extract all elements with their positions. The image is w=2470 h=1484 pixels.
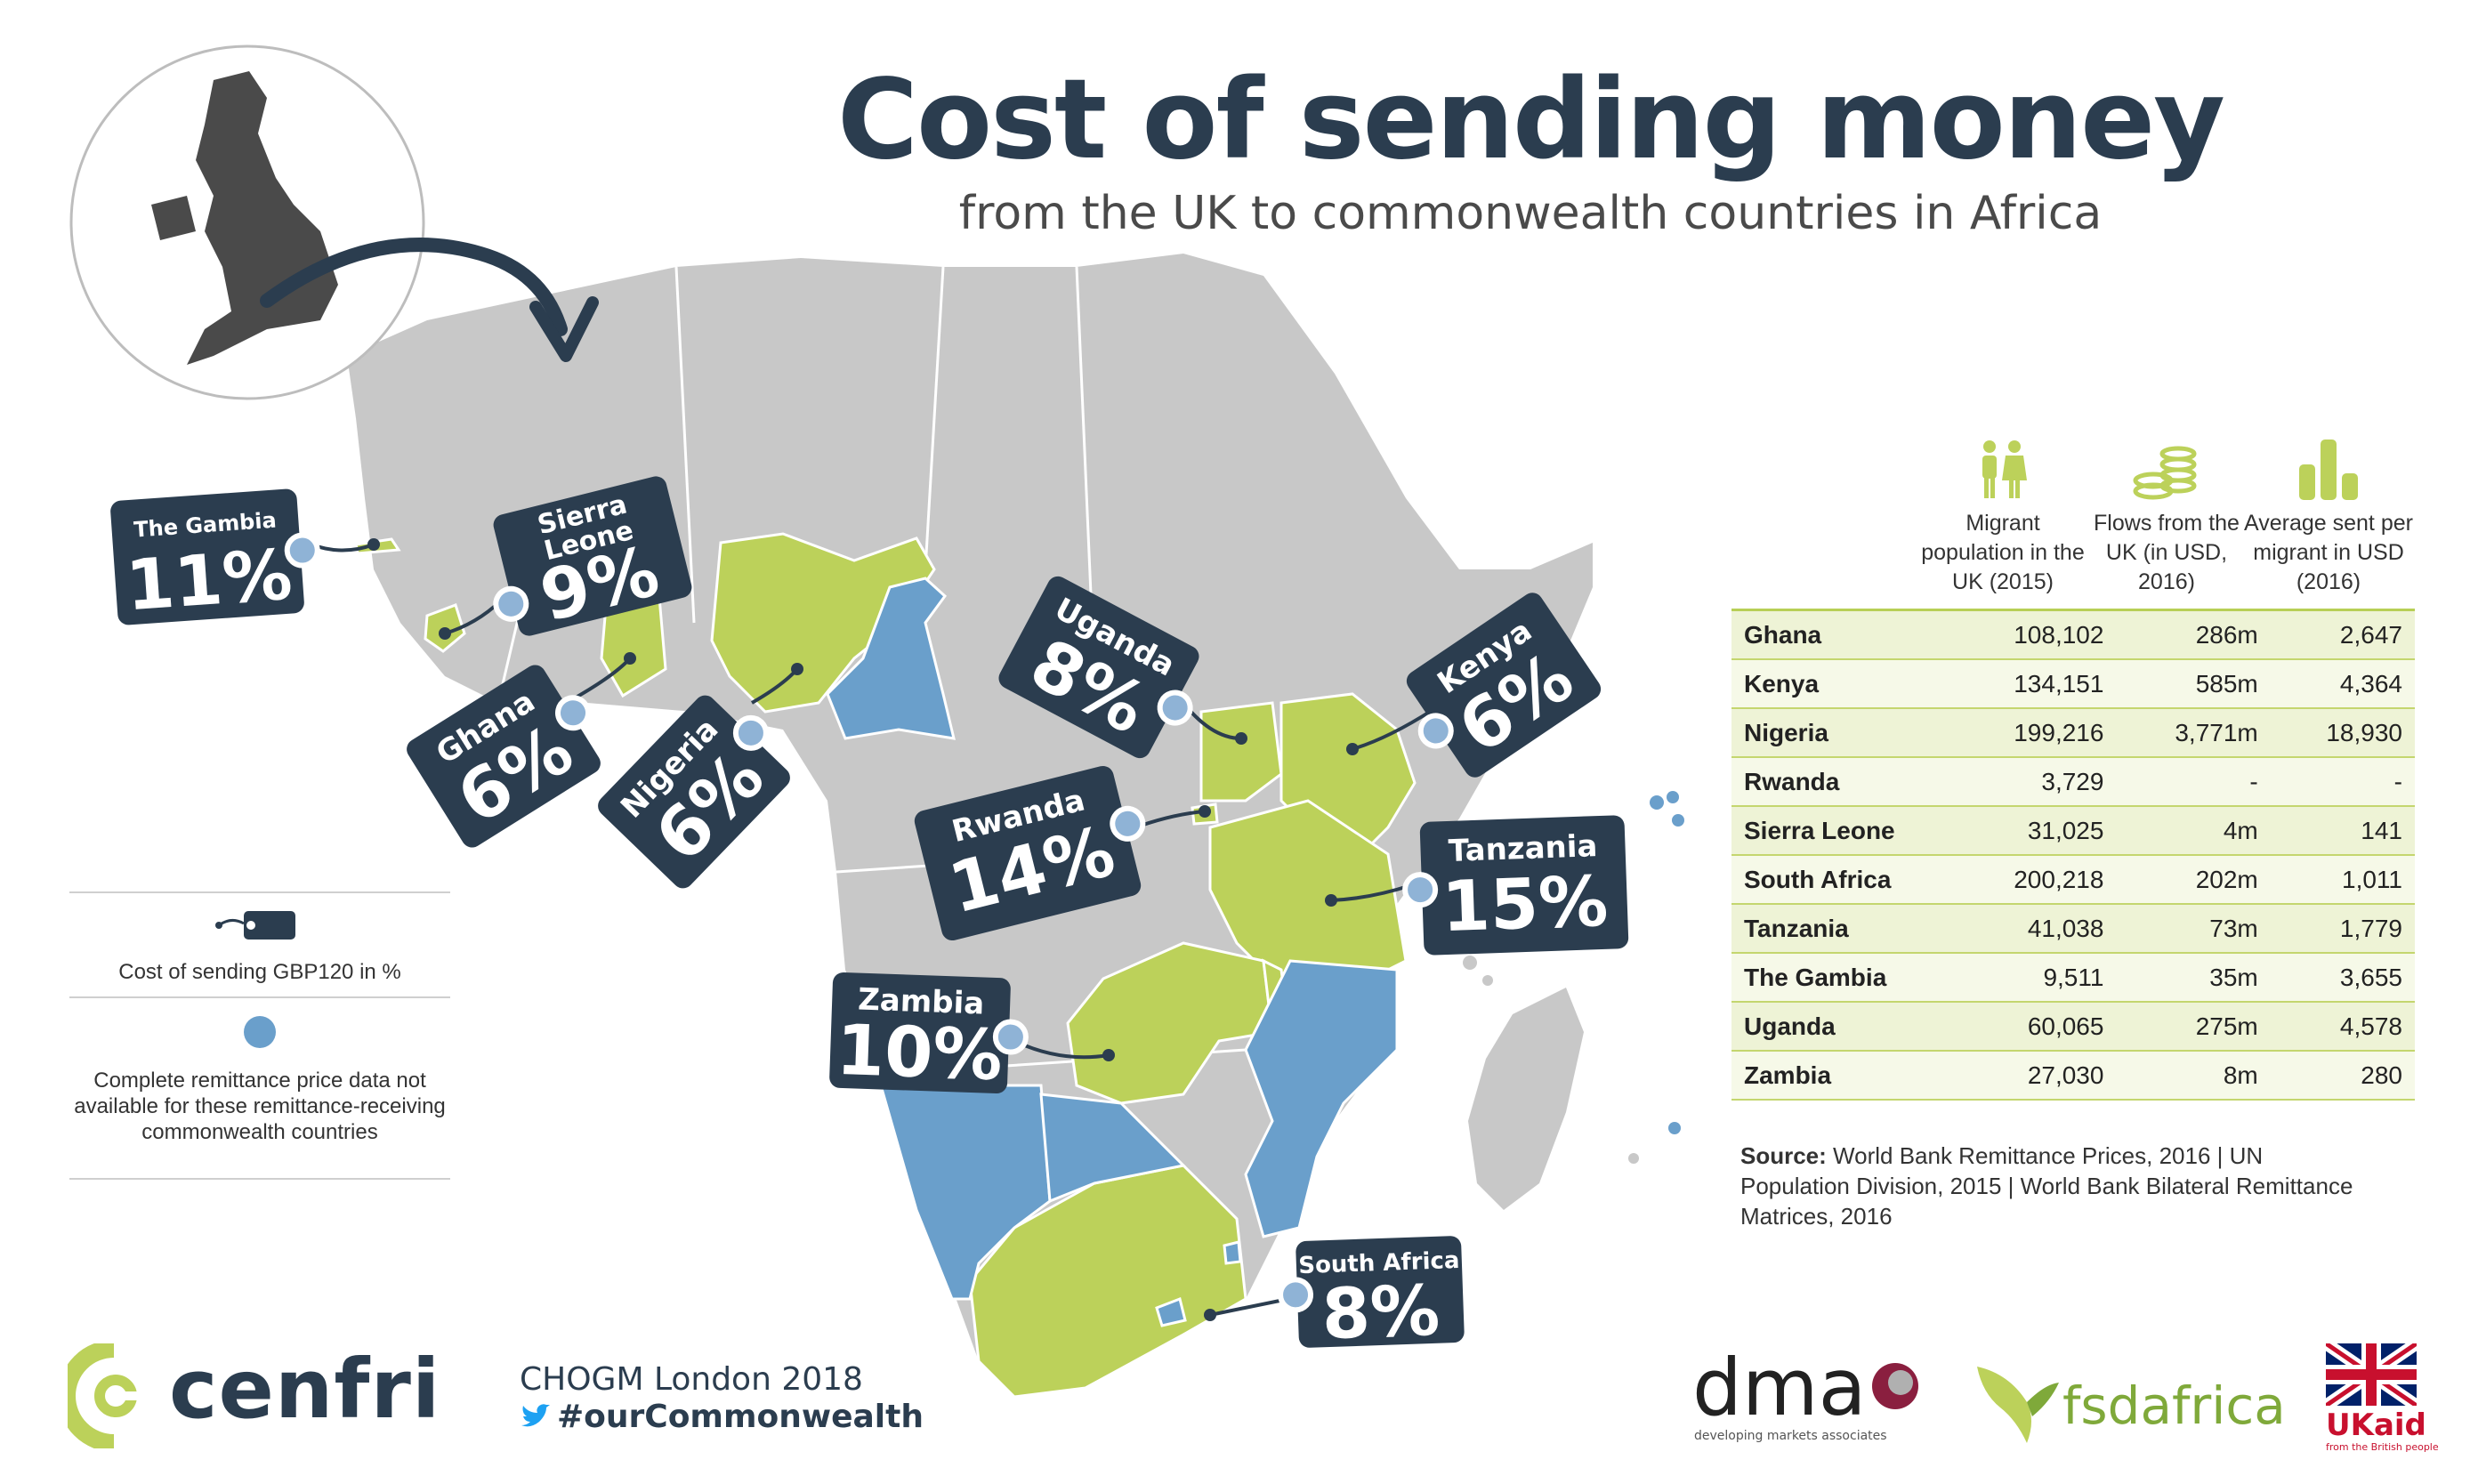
tag-percent: 11% <box>123 535 295 627</box>
map-lesotho <box>1155 1296 1187 1327</box>
dma-logo-icon <box>1872 1363 1918 1409</box>
table-row: Sierra Leone 31,025 4m 141 <box>1731 806 2415 856</box>
ni-silhouette <box>151 196 196 240</box>
table-row: Kenya 134,151 585m 4,364 <box>1731 659 2415 709</box>
remittance-table: Ghana 108,102 286m 2,647 Kenya 134,151 585m 4,… <box>1731 609 2415 1101</box>
table-row: Tanzania 41,038 73m 1,779 <box>1731 904 2415 954</box>
page-title: Cost of sending money <box>836 56 2225 184</box>
fsdafrica-logo: fsdafrica <box>2062 1375 2286 1436</box>
twitter-icon <box>521 1404 550 1427</box>
column-header-flows: Flows from the UK (in USD, 2016) <box>2094 511 2240 594</box>
table-row: Nigeria 199,216 3,771m 18,930 <box>1731 708 2415 758</box>
column-header-average: Average sent per migrant in USD (2016) <box>2244 511 2413 594</box>
source-note: Source: World Bank Remittance Prices, 20… <box>1740 1141 2363 1231</box>
tag-percent: 8% <box>1320 1270 1441 1356</box>
uk-silhouette <box>187 71 338 365</box>
table-row: Rwanda 3,729- - <box>1731 757 2415 807</box>
tag-percent: 15% <box>1440 861 1610 948</box>
tag-south-africa: South Africa 8% <box>1277 1235 1465 1356</box>
table-row: Uganda 60,065 275m 4,578 <box>1731 1002 2415 1052</box>
legend-divider <box>69 1178 450 1180</box>
fsdafrica-logo-icon <box>1977 1367 2059 1443</box>
hashtag: #ourCommonwealth <box>557 1399 924 1435</box>
dma-logo: dma <box>1692 1342 1867 1433</box>
cenfri-logo: cenfri <box>169 1342 441 1437</box>
tag-tanzania: Tanzania 15% <box>1401 815 1629 956</box>
madagascar <box>1468 988 1584 1210</box>
cenfri-logo-icon <box>68 1343 148 1448</box>
uk-to-africa-arrow <box>260 238 568 336</box>
map-mozambique <box>1244 959 1399 1238</box>
tag-zambia: Zambia 10% <box>828 972 1029 1097</box>
legend-dot-label: Complete remittance price data not avail… <box>74 1069 446 1144</box>
source-label: Source: <box>1740 1142 1827 1169</box>
legend-blue-dot <box>244 1016 276 1048</box>
column-header-migrants: Migrant population in the UK (2015) <box>1921 511 2085 594</box>
people-icon <box>1982 440 2027 498</box>
coins-icon <box>2133 446 2197 500</box>
map-zambia <box>1066 941 1274 1105</box>
source-text: World Bank Remittance Prices, 2016 | UN … <box>1740 1142 2353 1230</box>
bar-chart-icon <box>2299 440 2358 500</box>
legend-divider <box>69 996 450 998</box>
dma-tagline: developing markets associates <box>1694 1429 1887 1443</box>
ukaid-tagline: from the British people <box>2326 1441 2439 1453</box>
tag-percent: 10% <box>835 1010 1005 1097</box>
legend-tag-label: Cost of sending GBP120 in % <box>118 960 401 984</box>
map-eswatini <box>1223 1240 1242 1265</box>
legend-tag-icon <box>215 911 295 940</box>
map-botswana <box>1039 1093 1187 1204</box>
ukaid-logo: UKaid <box>2326 1407 2426 1443</box>
table-row: South Africa 200,218 202m 1,011 <box>1731 855 2415 905</box>
map-uganda <box>1199 701 1283 802</box>
legend-divider <box>69 891 450 893</box>
table-row: Ghana 108,102 286m 2,647 <box>1731 609 2415 660</box>
map-cameroon <box>826 577 956 740</box>
table-row: The Gambia 9,511 35m 3,655 <box>1731 953 2415 1003</box>
page-subtitle: from the UK to commonwealth countries in… <box>958 187 2103 240</box>
union-flag-icon <box>2326 1343 2417 1406</box>
tag-the-gambia: The Gambia 11% <box>109 488 322 627</box>
event-name: CHOGM London 2018 <box>520 1361 863 1398</box>
table-row: Zambia 27,030 8m 280 <box>1731 1051 2415 1101</box>
